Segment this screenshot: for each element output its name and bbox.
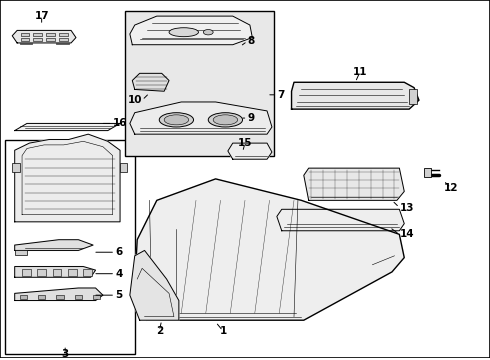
Text: 13: 13 [399, 203, 414, 212]
Polygon shape [132, 73, 169, 91]
Text: 4: 4 [115, 269, 122, 279]
Polygon shape [12, 30, 76, 43]
Bar [83, 269, 92, 276]
Polygon shape [228, 143, 272, 159]
Bar [21, 37, 29, 41]
Polygon shape [292, 82, 419, 109]
Polygon shape [277, 209, 404, 231]
Polygon shape [135, 179, 404, 320]
Text: 3: 3 [62, 349, 69, 359]
Polygon shape [15, 123, 120, 131]
Ellipse shape [203, 30, 213, 35]
Ellipse shape [164, 115, 189, 125]
Polygon shape [130, 102, 272, 134]
Text: 5: 5 [115, 290, 122, 300]
Text: 14: 14 [399, 229, 414, 239]
Bar [120, 163, 127, 172]
Bar [12, 163, 20, 172]
Bar [20, 42, 32, 44]
Text: 1: 1 [220, 326, 226, 336]
Bar [56, 42, 69, 44]
Bar [22, 269, 31, 276]
Text: 7: 7 [277, 90, 284, 100]
Text: 10: 10 [127, 95, 142, 105]
Polygon shape [15, 240, 93, 251]
Polygon shape [15, 266, 96, 277]
Text: 8: 8 [247, 36, 255, 46]
Ellipse shape [213, 115, 238, 125]
Text: 17: 17 [34, 11, 49, 21]
Bar [68, 269, 77, 276]
Bar [15, 251, 27, 255]
Bar [56, 295, 64, 300]
Bar [74, 295, 82, 300]
Polygon shape [130, 16, 252, 45]
Polygon shape [304, 168, 404, 201]
Polygon shape [130, 251, 179, 320]
Bar [424, 168, 431, 177]
Bar [59, 37, 68, 41]
Bar [125, 11, 274, 156]
Bar [33, 33, 42, 36]
Text: 9: 9 [247, 113, 255, 123]
Text: 6: 6 [115, 247, 122, 257]
Bar [409, 89, 416, 104]
Text: 16: 16 [113, 118, 127, 129]
Ellipse shape [159, 113, 194, 127]
Text: 12: 12 [443, 183, 458, 193]
Bar [37, 269, 46, 276]
Text: 15: 15 [238, 138, 252, 148]
Bar [5, 140, 135, 354]
Polygon shape [15, 288, 103, 301]
Bar [53, 269, 62, 276]
Bar [38, 295, 45, 300]
Ellipse shape [208, 113, 243, 127]
Bar [21, 33, 29, 36]
Ellipse shape [169, 28, 198, 37]
Bar [46, 33, 55, 36]
Bar [33, 37, 42, 41]
Bar [20, 295, 27, 300]
Bar [46, 37, 55, 41]
Bar [93, 295, 100, 300]
Polygon shape [15, 134, 120, 222]
Text: 11: 11 [353, 67, 368, 77]
Bar [59, 33, 68, 36]
Text: 2: 2 [156, 326, 163, 336]
